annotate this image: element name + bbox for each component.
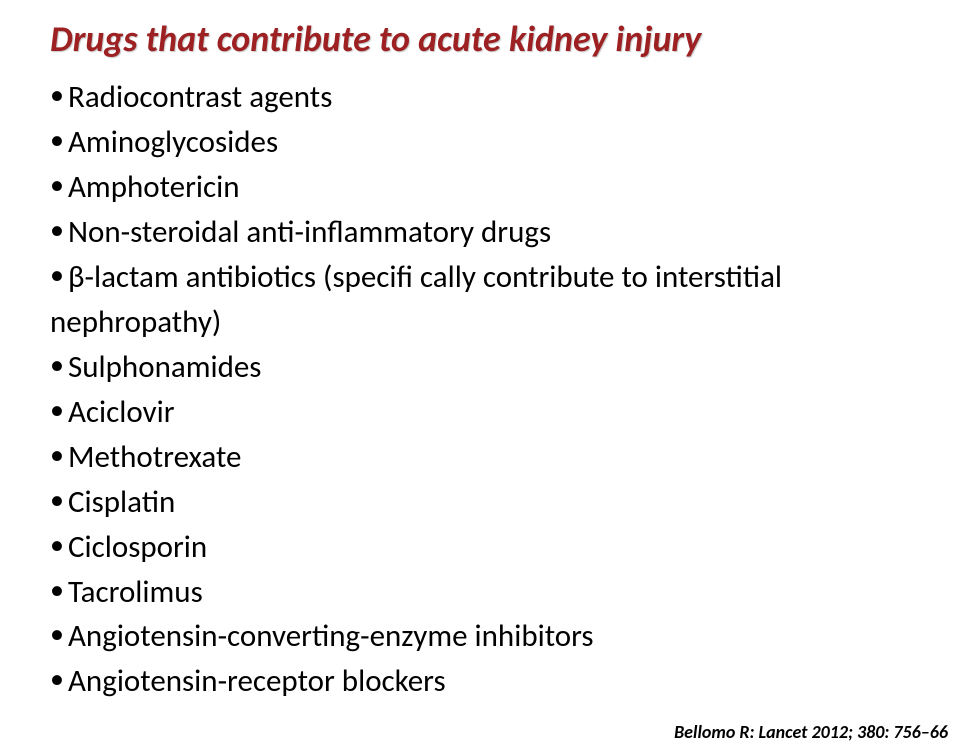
list-item: Ciclosporin	[50, 525, 920, 570]
citation: Bellomo R: Lancet 2012; 380: 756–66	[674, 721, 948, 743]
list-item: Tacrolimus	[50, 570, 920, 615]
bullet-list-2: Sulphonamides Aciclovir Methotrexate Cis…	[50, 345, 920, 705]
list-item: Cisplatin	[50, 480, 920, 525]
slide: Drugs that contribute to acute kidney in…	[0, 0, 960, 753]
list-item: β-lactam antibiotics (specifi cally cont…	[50, 255, 920, 300]
list-item-continuation: nephropathy)	[50, 300, 920, 345]
list-item: Non-steroidal anti-inflammatory drugs	[50, 210, 920, 255]
list-item: Angiotensin-converting-enzyme inhibitors	[50, 614, 920, 659]
list-item: Aciclovir	[50, 390, 920, 435]
bullet-list-1: Radiocontrast agents Aminoglycosides Amp…	[50, 75, 920, 300]
slide-title: Drugs that contribute to acute kidney in…	[50, 18, 920, 61]
list-item: Angiotensin-receptor blockers	[50, 659, 920, 704]
list-item: Methotrexate	[50, 435, 920, 480]
list-item: Aminoglycosides	[50, 120, 920, 165]
list-item: Radiocontrast agents	[50, 75, 920, 120]
list-item: Sulphonamides	[50, 345, 920, 390]
list-item: Amphotericin	[50, 165, 920, 210]
